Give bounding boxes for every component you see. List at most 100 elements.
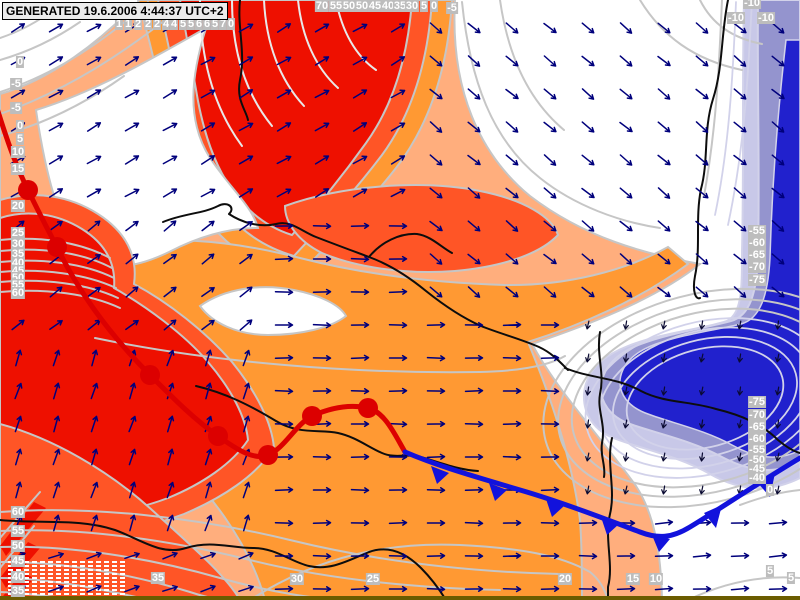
wind-arrow-icon	[129, 382, 137, 400]
wind-arrow-icon	[200, 122, 216, 132]
country-border	[597, 331, 606, 478]
wind-arrow-icon	[585, 419, 591, 429]
wind-arrow-icon	[581, 154, 595, 166]
wind-arrow-icon	[429, 55, 443, 67]
wind-arrow-icon	[768, 585, 788, 592]
wind-arrow-icon	[52, 349, 61, 367]
wind-arrow-icon	[91, 448, 99, 466]
wind-arrow-icon	[768, 519, 788, 526]
wind-arrow-icon	[162, 584, 178, 592]
wind-arrow-icon	[274, 453, 294, 460]
wind-arrow-icon	[502, 519, 522, 526]
warm-front-semicircle	[258, 445, 278, 465]
wind-arrow-icon	[48, 23, 64, 33]
wind-arrow-icon	[124, 551, 140, 560]
wind-arrow-icon	[623, 452, 629, 462]
wind-arrow-icon	[505, 286, 519, 298]
wind-arrow-icon	[238, 188, 254, 198]
wind-arrow-icon	[464, 585, 484, 592]
wind-arrow-icon	[737, 419, 743, 429]
wind-arrow-icon	[505, 187, 519, 199]
wind-arrow-icon	[585, 386, 591, 396]
wind-arrow-icon	[578, 553, 598, 560]
contour-line	[263, 0, 305, 107]
wind-arrow-icon	[201, 253, 215, 265]
wind-arrow-icon	[616, 585, 636, 592]
contour-line	[461, 1, 661, 229]
wind-arrow-icon	[312, 519, 332, 526]
warm-front-semicircle	[208, 426, 228, 446]
wind-arrow-icon	[540, 486, 560, 493]
wind-arrow-icon	[200, 155, 216, 165]
wind-arrow-icon	[312, 255, 332, 263]
warm-front-semicircle	[18, 180, 38, 200]
wind-arrow-icon	[540, 321, 560, 329]
wind-arrow-icon	[86, 23, 102, 33]
contour-line	[584, 317, 800, 479]
wind-arrow-icon	[52, 448, 61, 466]
wind-arrow-icon	[390, 122, 406, 132]
wind-arrow-icon	[464, 486, 484, 493]
wind-arrow-icon	[619, 88, 633, 100]
wind-arrow-icon	[388, 322, 408, 329]
contour-line	[0, 529, 501, 591]
wind-arrow-icon	[771, 220, 785, 232]
wind-arrow-icon	[128, 481, 137, 499]
wind-arrow-icon	[129, 514, 137, 532]
country-border	[692, 0, 729, 300]
wind-arrow-icon	[276, 89, 292, 99]
wind-arrow-icon	[163, 286, 177, 298]
wind-arrow-icon	[312, 553, 332, 560]
wind-arrow-icon	[390, 155, 406, 165]
wind-arrow-icon	[90, 415, 99, 433]
wind-arrow-icon	[238, 122, 254, 132]
wind-arrow-icon	[695, 220, 709, 232]
wind-arrow-icon	[14, 448, 23, 466]
wind-arrow-icon	[242, 514, 251, 532]
wind-arrow-icon	[699, 386, 705, 396]
wind-arrow-icon	[543, 55, 557, 67]
wind-arrow-icon	[205, 382, 213, 400]
wind-arrow-icon	[581, 22, 595, 34]
wind-arrow-icon	[87, 286, 101, 298]
wind-arrow-icon	[388, 486, 408, 493]
wind-arrow-icon	[86, 551, 102, 560]
wind-arrow-icon	[661, 485, 667, 495]
wind-arrow-icon	[352, 23, 368, 33]
wind-arrow-icon	[699, 485, 705, 495]
wind-arrow-icon	[543, 253, 557, 265]
wind-arrow-icon	[125, 253, 139, 265]
wind-arrow-icon	[578, 586, 598, 593]
wind-arrow-icon	[312, 288, 332, 295]
wind-arrow-icon	[166, 349, 175, 367]
wind-arrow-icon	[619, 55, 633, 67]
wind-arrow-icon	[388, 288, 408, 295]
wind-arrow-icon	[350, 520, 370, 527]
wind-arrow-icon	[467, 220, 481, 232]
wind-arrow-icon	[657, 88, 671, 100]
wind-arrow-icon	[350, 222, 370, 229]
wind-arrow-icon	[276, 155, 292, 165]
wind-arrow-icon	[619, 22, 633, 34]
wind-arrow-icon	[314, 122, 330, 132]
wind-arrow-icon	[540, 453, 560, 460]
bottom-edge-strip	[0, 596, 800, 600]
country-border	[564, 367, 800, 454]
wind-arrow-icon	[585, 452, 591, 462]
wind-arrow-icon	[166, 481, 175, 499]
wind-arrow-icon	[86, 89, 102, 99]
wind-arrow-icon	[771, 286, 785, 298]
wind-arrow-icon	[775, 386, 781, 396]
wind-arrow-icon	[242, 382, 251, 400]
wind-arrow-icon	[775, 320, 781, 330]
wind-arrow-icon	[162, 56, 178, 66]
wind-arrow-icon	[581, 121, 595, 133]
wind-arrow-icon	[585, 353, 591, 363]
wind-arrow-icon	[699, 452, 705, 462]
wind-arrow-icon	[502, 454, 522, 461]
wind-arrow-icon	[314, 188, 330, 198]
wind-arrow-icon	[426, 519, 446, 527]
contour-line	[297, 0, 339, 89]
wind-arrow-icon	[124, 89, 140, 99]
wind-arrow-icon	[426, 420, 446, 427]
